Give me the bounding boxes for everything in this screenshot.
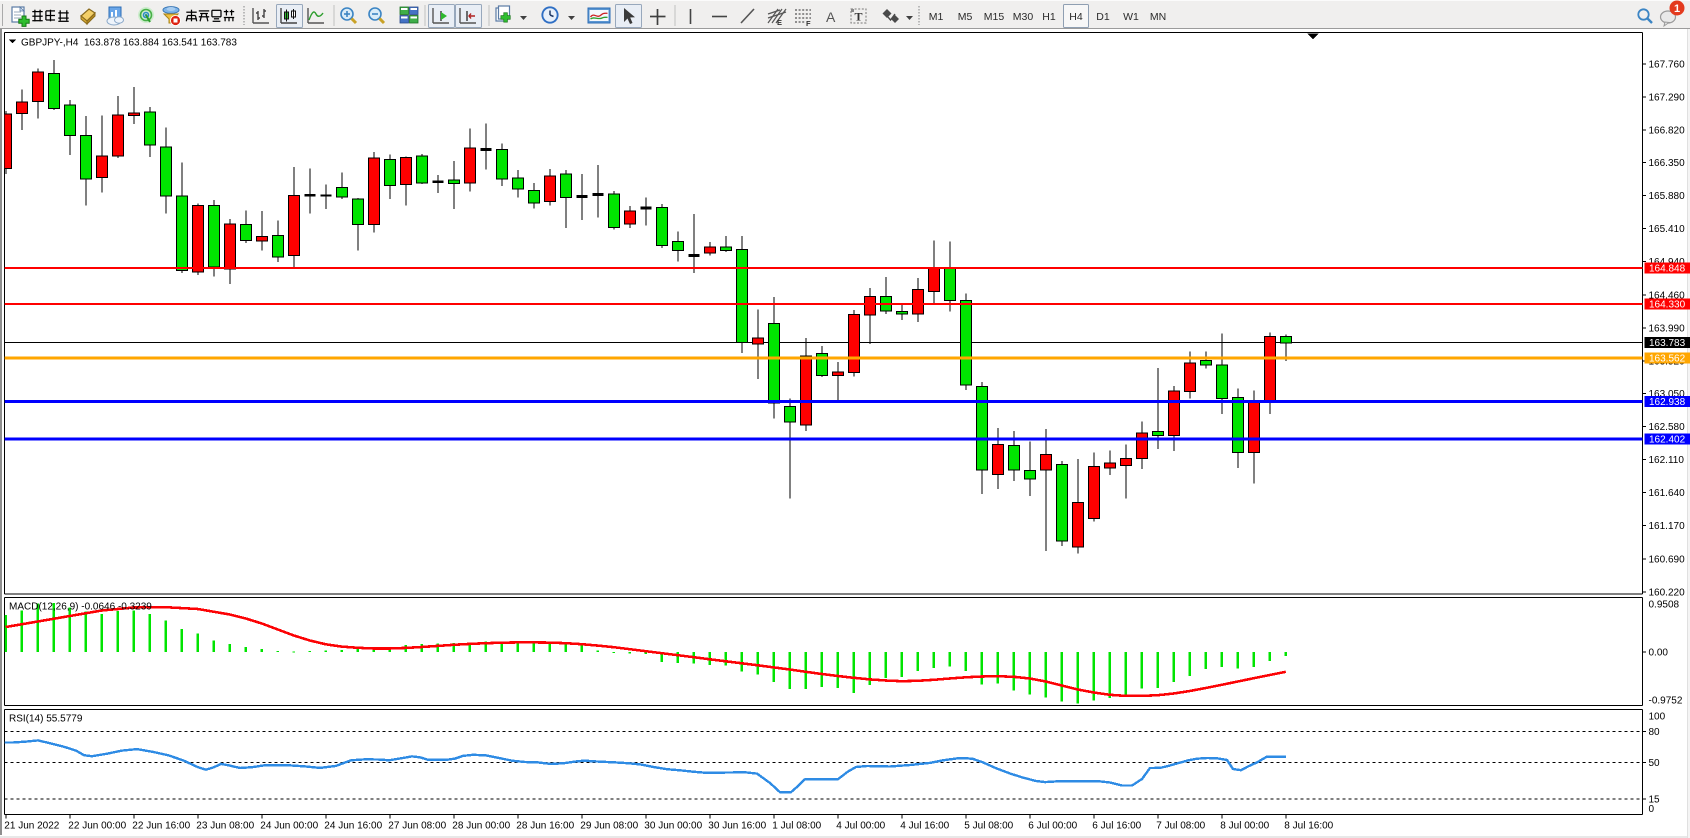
svg-text:164.848: 164.848: [1649, 263, 1686, 274]
svg-text:164.330: 164.330: [1649, 300, 1686, 311]
svg-text:23 Jun 08:00: 23 Jun 08:00: [196, 821, 254, 832]
svg-text:27 Jun 08:00: 27 Jun 08:00: [388, 821, 446, 832]
svg-text:GBPJPY-,H4 163.878 163.884 16: GBPJPY-,H4 163.878 163.884 163.541 163.7…: [21, 38, 237, 49]
svg-text:4 Jul 16:00: 4 Jul 16:00: [900, 821, 949, 832]
svg-text:166.350: 166.350: [1649, 158, 1686, 169]
svg-text:MN: MN: [1150, 11, 1166, 23]
svg-text:162.110: 162.110: [1649, 455, 1685, 466]
svg-text:H1: H1: [1042, 11, 1056, 23]
svg-text:0.9508: 0.9508: [1649, 600, 1680, 611]
svg-text:160.220: 160.220: [1649, 587, 1686, 598]
svg-text:M1: M1: [929, 11, 944, 23]
svg-text:160.690: 160.690: [1649, 554, 1686, 565]
svg-text:28 Jun 16:00: 28 Jun 16:00: [516, 821, 574, 832]
svg-text:163.783: 163.783: [1649, 338, 1686, 349]
svg-text:30 Jun 00:00: 30 Jun 00:00: [644, 821, 702, 832]
svg-text:100: 100: [1649, 712, 1666, 723]
svg-text:24 Jun 16:00: 24 Jun 16:00: [324, 821, 382, 832]
svg-text:163.050: 163.050: [1649, 389, 1686, 400]
svg-text:F: F: [806, 19, 811, 28]
svg-text:0: 0: [1649, 804, 1655, 815]
svg-text:22 Jun 00:00: 22 Jun 00:00: [68, 821, 126, 832]
svg-text:30 Jun 16:00: 30 Jun 16:00: [708, 821, 766, 832]
svg-text:161.640: 161.640: [1649, 488, 1686, 499]
svg-text:D1: D1: [1096, 11, 1110, 23]
svg-text:167.760: 167.760: [1649, 60, 1686, 71]
svg-text:W1: W1: [1123, 11, 1139, 23]
svg-text:24 Jun 00:00: 24 Jun 00:00: [260, 821, 318, 832]
svg-text:162.402: 162.402: [1649, 435, 1686, 446]
svg-text:MACD(12,26,9) -0.0646 -0.3239: MACD(12,26,9) -0.0646 -0.3239: [9, 602, 152, 613]
svg-text:4 Jul 00:00: 4 Jul 00:00: [836, 821, 885, 832]
svg-text:161.170: 161.170: [1649, 521, 1686, 532]
svg-text:50: 50: [1649, 758, 1661, 769]
svg-text:29 Jun 08:00: 29 Jun 08:00: [580, 821, 638, 832]
svg-text:164.460: 164.460: [1649, 291, 1686, 302]
svg-text:M5: M5: [958, 11, 973, 23]
svg-text:-0.9752: -0.9752: [1649, 696, 1683, 707]
svg-text:22 Jun 16:00: 22 Jun 16:00: [132, 821, 190, 832]
svg-text:162.580: 162.580: [1649, 422, 1686, 433]
svg-text:E: E: [777, 18, 782, 27]
svg-text:8 Jul 16:00: 8 Jul 16:00: [1284, 821, 1333, 832]
svg-text:1 Jul 08:00: 1 Jul 08:00: [772, 821, 821, 832]
svg-text:A: A: [826, 9, 836, 25]
svg-text:M15: M15: [984, 11, 1005, 23]
svg-text:80: 80: [1649, 727, 1661, 738]
svg-text:5 Jul 08:00: 5 Jul 08:00: [964, 821, 1013, 832]
svg-text:163.990: 163.990: [1649, 323, 1686, 334]
svg-text:21 Jun 2022: 21 Jun 2022: [4, 821, 59, 832]
svg-text:6 Jul 00:00: 6 Jul 00:00: [1028, 821, 1077, 832]
svg-text:28 Jun 00:00: 28 Jun 00:00: [452, 821, 510, 832]
svg-text:165.410: 165.410: [1649, 224, 1686, 235]
svg-text:8 Jul 00:00: 8 Jul 00:00: [1220, 821, 1269, 832]
svg-text:T: T: [855, 10, 863, 24]
svg-text:166.820: 166.820: [1649, 125, 1686, 136]
svg-text:0.00: 0.00: [1649, 648, 1669, 659]
svg-text:H4: H4: [1069, 11, 1083, 23]
svg-text:RSI(14) 55.5779: RSI(14) 55.5779: [9, 714, 83, 725]
svg-text:15: 15: [1649, 795, 1661, 806]
svg-text:7 Jul 08:00: 7 Jul 08:00: [1156, 821, 1205, 832]
svg-text:M30: M30: [1013, 11, 1034, 23]
svg-text:167.290: 167.290: [1649, 92, 1686, 103]
svg-text:165.880: 165.880: [1649, 191, 1686, 202]
svg-text:1: 1: [1674, 3, 1680, 15]
svg-text:162.938: 162.938: [1649, 397, 1686, 408]
svg-text:163.562: 163.562: [1649, 353, 1686, 364]
svg-text:6 Jul 16:00: 6 Jul 16:00: [1092, 821, 1141, 832]
